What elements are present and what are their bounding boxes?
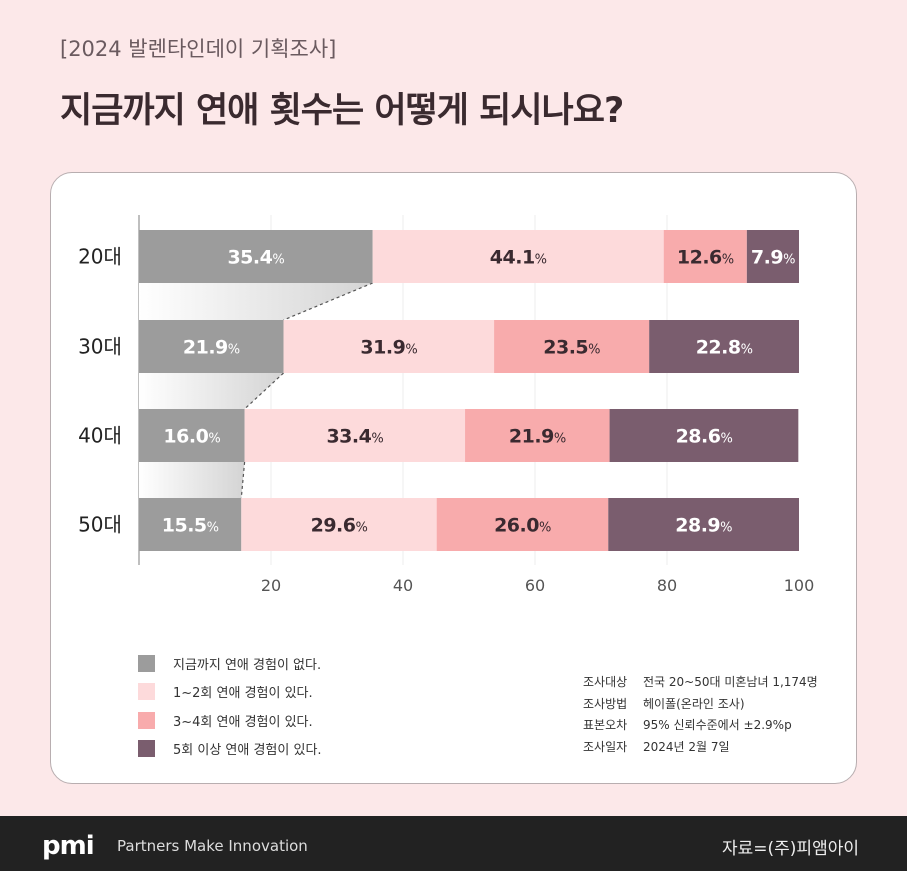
bar-segment xyxy=(746,230,799,283)
page-title: 지금까지 연애 횟수는 어떻게 되시나요? xyxy=(60,91,624,131)
x-tick-label: 60 xyxy=(525,576,545,595)
bar-segment xyxy=(649,320,799,373)
survey-info-row: 조사방법 헤이폴(온라인 조사) xyxy=(583,696,745,711)
data-label: 15.5% xyxy=(162,515,219,537)
bar-segment xyxy=(139,498,242,551)
legend-label: 지금까지 연애 경험이 없다. xyxy=(173,657,322,673)
legend-label: 1~2회 연애 경험이 있다. xyxy=(173,686,313,702)
connector-line xyxy=(283,282,373,321)
bar-segment xyxy=(608,498,799,551)
tagline: Partners Make Innovation xyxy=(117,837,308,855)
data-label: 16.0% xyxy=(163,426,220,448)
bar-segment xyxy=(372,230,664,283)
data-label: 26.0% xyxy=(494,515,551,537)
legend-item: 5회 이상 연애 경험이 있다. xyxy=(138,735,322,764)
connector-band xyxy=(139,283,373,320)
category-label: 30대 xyxy=(78,335,122,359)
data-label: 31.9% xyxy=(360,337,417,359)
bar-segment xyxy=(139,320,284,373)
category-label: 40대 xyxy=(78,424,122,448)
data-label: 22.8% xyxy=(696,337,753,359)
data-label: 35.4% xyxy=(227,247,284,269)
data-label: 21.9% xyxy=(509,426,566,448)
data-label: 23.5% xyxy=(543,337,600,359)
data-label: 29.6% xyxy=(311,515,368,537)
legend-swatch xyxy=(138,711,155,729)
footer: pmi Partners Make Innovation 자료=(주)피앰아이 xyxy=(0,816,907,871)
bar-segment xyxy=(244,409,466,462)
legend-item: 1~2회 연애 경험이 있다. xyxy=(138,678,322,707)
survey-info: 조사대상 전국 20~50대 미혼남녀 1,174명 조사방법 헤이폴(온라인 조사… xyxy=(583,672,818,758)
legend-label: 5회 이상 연애 경험이 있다. xyxy=(173,743,322,759)
source-credit: 자료=(주)피앰아이 xyxy=(722,839,859,859)
subtitle: [2024 발렌타인데이 기획조사] xyxy=(60,37,337,61)
legend-label: 3~4회 연애 경험이 있다. xyxy=(173,714,313,730)
bar-segment xyxy=(139,230,373,283)
bar-segment xyxy=(283,320,495,373)
x-tick-label: 40 xyxy=(393,576,413,595)
survey-info-row: 표본오차 95% 신뢰수준에서 ±2.9%p xyxy=(583,718,792,732)
bar-segment xyxy=(663,230,747,283)
data-label: 12.6% xyxy=(677,247,734,269)
legend-item: 지금까지 연애 경험이 없다. xyxy=(138,649,322,678)
connector-band xyxy=(139,373,284,409)
connector-band xyxy=(139,462,245,498)
x-tick-label: 80 xyxy=(657,576,677,595)
data-label: 28.9% xyxy=(675,515,732,537)
survey-info-row: 조사대상 전국 20~50대 미혼남녀 1,174명 xyxy=(583,675,818,689)
connector-line xyxy=(244,372,284,410)
stacked-bar-chart: 20 40 60 80 100 20대 35.4% 44.1% 12.6% 7.9% 30대 21.9… xyxy=(78,215,815,595)
legend: 지금까지 연애 경험이 없다. 1~2회 연애 경험이 있다. 3~4회 연애 … xyxy=(138,649,322,763)
bar-segment xyxy=(139,409,245,462)
connector-line xyxy=(240,461,246,499)
bar-segment xyxy=(436,498,609,551)
data-label: 44.1% xyxy=(490,247,547,269)
x-tick-label: 20 xyxy=(261,576,281,595)
data-label: 21.9% xyxy=(183,337,240,359)
survey-info-row: 조사일자 2024년 2월 7일 xyxy=(583,739,730,754)
x-tick-label: 100 xyxy=(784,576,815,595)
category-label: 50대 xyxy=(78,513,122,537)
bar-segment xyxy=(494,320,650,373)
legend-item: 3~4회 연애 경험이 있다. xyxy=(138,706,322,735)
legend-swatch xyxy=(138,740,155,758)
legend-swatch xyxy=(138,683,155,701)
data-label: 33.4% xyxy=(326,426,383,448)
category-label: 20대 xyxy=(78,245,122,269)
data-label: 7.9% xyxy=(751,247,795,269)
bar-segment xyxy=(241,498,437,551)
bar-segment xyxy=(609,409,799,462)
bar-segment xyxy=(465,409,610,462)
pmi-logo: pmi xyxy=(42,831,95,861)
legend-swatch xyxy=(138,654,155,672)
data-label: 28.6% xyxy=(676,426,733,448)
